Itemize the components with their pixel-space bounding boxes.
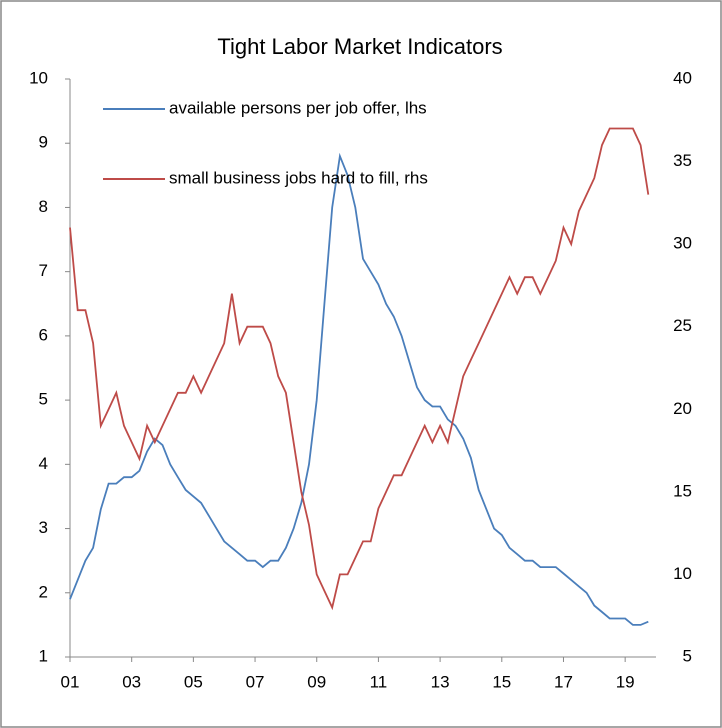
y-tick-label: 1 xyxy=(39,646,48,665)
y-tick-label: 5 xyxy=(39,390,48,409)
y-tick-label: 2 xyxy=(39,582,48,601)
y-tick-label: 3 xyxy=(39,518,48,537)
chart-title: Tight Labor Market Indicators xyxy=(217,34,502,59)
x-tick-label: 07 xyxy=(246,672,265,691)
y2-tick-label: 20 xyxy=(673,399,692,418)
x-tick-label: 03 xyxy=(122,672,141,691)
y-tick-label: 4 xyxy=(39,454,48,473)
series-line xyxy=(69,152,649,626)
x-tick-label: 17 xyxy=(554,672,573,691)
y-tick-label: 7 xyxy=(39,261,48,280)
y-tick-label: 6 xyxy=(39,325,48,344)
x-tick-label: 01 xyxy=(61,672,80,691)
x-tick-label: 11 xyxy=(370,672,388,691)
y2-tick-label: 15 xyxy=(673,481,692,500)
legend-label: small business jobs hard to fill, rhs xyxy=(169,168,428,187)
y-tick-label: 9 xyxy=(39,133,48,152)
x-tick-label: 09 xyxy=(307,672,326,691)
x-tick-label: 13 xyxy=(431,672,450,691)
y2-tick-label: 35 xyxy=(673,151,692,170)
x-tick-label: 19 xyxy=(616,672,635,691)
y2-tick-label: 30 xyxy=(673,234,692,253)
y2-tick-label: 10 xyxy=(673,564,692,583)
y-tick-label: 8 xyxy=(39,197,48,216)
x-tick-label: 05 xyxy=(184,672,203,691)
legend-label: available persons per job offer, lhs xyxy=(169,98,427,117)
x-tick-label: 15 xyxy=(492,672,511,691)
y2-tick-label: 40 xyxy=(673,68,692,87)
y2-tick-label: 25 xyxy=(673,316,692,335)
series-line xyxy=(69,127,650,611)
y2-tick-label: 5 xyxy=(683,646,692,665)
y-tick-label: 10 xyxy=(29,68,48,87)
